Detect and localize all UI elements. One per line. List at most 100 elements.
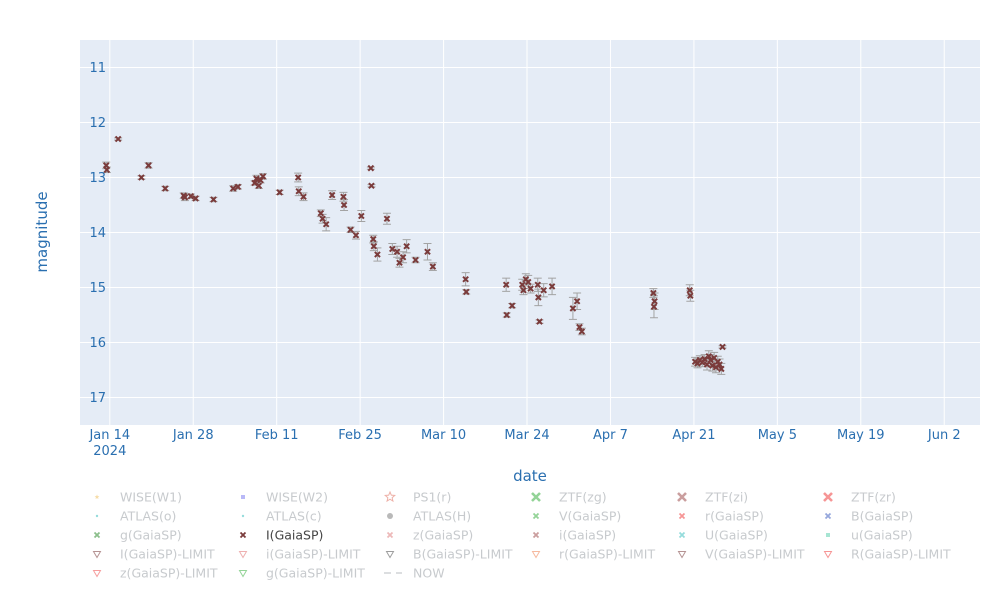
data-point <box>253 175 260 182</box>
legend-item[interactable]: B(GaiaSP) <box>824 509 914 524</box>
legend-label: ATLAS(o) <box>120 509 176 524</box>
legend-item[interactable]: B(GaiaSP)-LIMIT <box>385 547 513 562</box>
legend-label: z(GaiaSP) <box>413 528 473 543</box>
y-axis-ticks: 11 12 13 14 15 16 17 <box>89 61 106 406</box>
y-axis-title: magnitude <box>33 191 51 272</box>
legend-item[interactable]: g(GaiaSP)-LIMIT <box>238 566 366 581</box>
legend-square-icon <box>241 495 245 499</box>
data-point <box>103 166 111 174</box>
legend-item[interactable]: i(GaiaSP) <box>532 528 617 543</box>
legend-item[interactable]: V(GaiaSP)-LIMIT <box>677 547 805 562</box>
data-point <box>719 343 726 351</box>
legend-label: g(GaiaSP)-LIMIT <box>266 566 365 581</box>
legend-label: r(GaiaSP) <box>705 509 764 524</box>
data-point <box>374 251 381 258</box>
data-point <box>145 162 152 169</box>
data-point <box>718 365 725 373</box>
legend-item[interactable]: ZTF(zg) <box>531 490 607 505</box>
legend-item[interactable]: g(GaiaSP) <box>93 528 182 543</box>
legend-circle-icon <box>387 513 393 519</box>
data-point <box>508 302 516 309</box>
legend-square-icon <box>826 533 830 537</box>
data-point <box>424 248 431 256</box>
y-tick-label: 11 <box>89 61 106 76</box>
legend-x-icon <box>677 492 687 502</box>
data-point <box>294 174 302 181</box>
legend-item[interactable]: NOW <box>384 566 445 581</box>
legend-item[interactable]: V(GaiaSP) <box>532 509 622 524</box>
data-point <box>686 286 694 294</box>
legend-item[interactable]: i(GaiaSP)-LIMIT <box>238 547 361 562</box>
legend-item[interactable]: ATLAS(c) <box>241 509 322 524</box>
legend-item[interactable]: R(GaiaSP)-LIMIT <box>823 547 952 562</box>
legend-label: V(GaiaSP) <box>559 509 621 524</box>
data-point <box>251 179 258 187</box>
legend-triangle-icon <box>238 551 248 559</box>
legend-label: I(GaiaSP)-LIMIT <box>120 547 215 562</box>
data-points <box>102 135 726 373</box>
x-tick-label: Jan 28 <box>172 428 214 443</box>
legend-item[interactable]: r(GaiaSP) <box>678 509 764 524</box>
legend-item[interactable]: WISE(W1) <box>94 490 182 505</box>
data-point <box>518 281 526 289</box>
data-point <box>367 164 375 172</box>
legend-label: g(GaiaSP) <box>120 528 182 543</box>
data-point <box>181 193 189 201</box>
data-point <box>403 242 410 250</box>
data-point <box>192 195 199 202</box>
legend-item[interactable]: z(GaiaSP)-LIMIT <box>92 566 218 581</box>
data-point <box>503 311 511 319</box>
x-tick-label: Feb 25 <box>338 428 382 443</box>
legend-item[interactable]: r(GaiaSP)-LIMIT <box>531 547 656 562</box>
legend-item[interactable]: PS1(r) <box>384 490 451 505</box>
legend-label: B(GaiaSP) <box>851 509 913 524</box>
legend-item[interactable]: ZTF(zi) <box>677 490 748 505</box>
legend-x-icon <box>93 531 101 539</box>
x-tick-label: Mar 10 <box>421 428 466 443</box>
data-point <box>383 215 391 223</box>
data-point <box>548 283 556 290</box>
legend-triangle-icon <box>385 551 395 559</box>
legend-label: WISE(W2) <box>266 490 328 505</box>
legend-x-icon <box>678 512 686 520</box>
data-point <box>429 263 437 270</box>
legend-label: z(GaiaSP)-LIMIT <box>120 566 218 581</box>
legend-item[interactable]: ATLAS(o) <box>95 509 177 524</box>
data-point <box>138 174 145 181</box>
legend-x-icon <box>678 531 686 539</box>
legend-item[interactable]: u(GaiaSP) <box>826 528 913 543</box>
legend-x-icon <box>824 512 832 520</box>
legend-label: R(GaiaSP)-LIMIT <box>851 547 951 562</box>
data-point <box>317 209 325 217</box>
data-point <box>396 259 403 267</box>
x-tick-label: Apr 7 <box>593 428 628 443</box>
data-point <box>705 352 713 360</box>
legend-item[interactable]: U(GaiaSP) <box>678 528 768 543</box>
data-point <box>276 189 283 196</box>
legend-label: ATLAS(c) <box>266 509 322 524</box>
legend-label: NOW <box>413 566 445 581</box>
legend-x-icon <box>239 531 247 539</box>
legend-star-icon <box>94 494 100 500</box>
data-point <box>576 323 583 331</box>
x-tick-label: May 5 <box>758 428 797 443</box>
legend-item[interactable]: I(GaiaSP)-LIMIT <box>92 547 216 562</box>
legend-item[interactable]: I(GaiaSP) <box>239 528 324 543</box>
legend-label: ZTF(zg) <box>559 490 607 505</box>
data-point <box>229 185 237 192</box>
legend-label: u(GaiaSP) <box>851 528 913 543</box>
legend-item[interactable]: ATLAS(H) <box>387 509 471 524</box>
y-tick-label: 15 <box>89 281 106 296</box>
legend-x-icon <box>532 512 540 520</box>
x-tick-label: Jan 14 <box>88 428 130 443</box>
data-point <box>368 182 375 190</box>
data-point <box>524 278 532 286</box>
data-point <box>412 256 419 264</box>
y-tick-label: 17 <box>89 391 106 406</box>
legend-item[interactable]: WISE(W2) <box>241 490 328 505</box>
legend[interactable]: WISE(W1) WISE(W2) PS1(r) ZTF(zg) ZTF(zi) ZTF(… <box>92 490 952 581</box>
legend-item[interactable]: z(GaiaSP) <box>386 528 474 543</box>
legend-item[interactable]: ZTF(zr) <box>823 490 896 505</box>
legend-triangle-icon <box>531 551 541 559</box>
